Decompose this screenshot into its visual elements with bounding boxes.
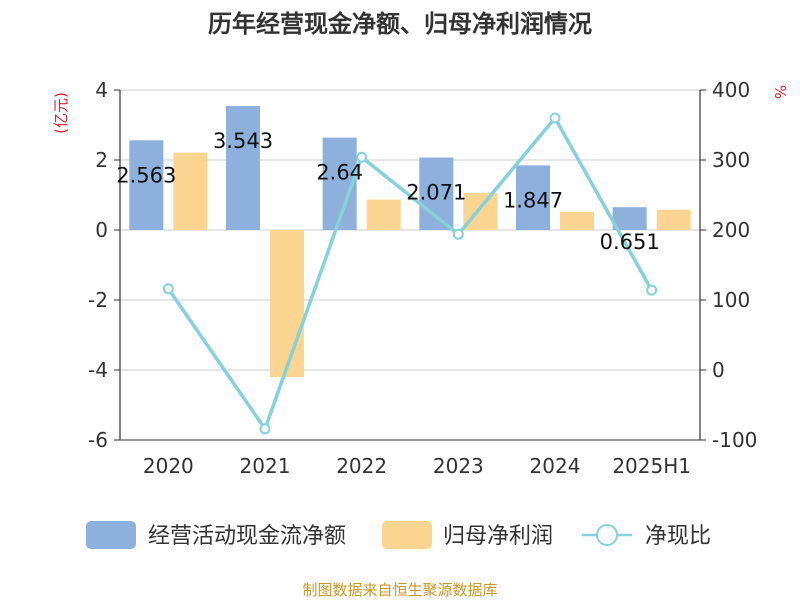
y-right-axis-label: %	[771, 85, 789, 99]
x-tick-label: 2021	[240, 454, 291, 478]
line-point	[549, 112, 561, 124]
chart-title: 历年经营现金净额、归母净利润情况	[208, 10, 592, 38]
legend: 经营活动现金流净额 归母净利润 净现比	[86, 521, 711, 549]
bar	[270, 230, 304, 377]
legend-item: 归母净利润	[382, 521, 553, 549]
x-tick-label: 2024	[530, 454, 581, 478]
x-tick-label: 2022	[336, 454, 387, 478]
y-right-tick-label: 200	[712, 218, 750, 242]
bar	[516, 165, 550, 230]
y-right-tick-label: 0	[712, 358, 725, 382]
data-label: 2.563	[116, 163, 176, 187]
y-left-tick-label: -6	[88, 428, 108, 452]
x-tick-label: 2023	[433, 454, 484, 478]
legend-label: 归母净利润	[443, 524, 553, 549]
y-left-tick-label: 2	[95, 148, 108, 172]
data-label: 1.847	[503, 188, 563, 212]
y-right-tick-label: 300	[712, 148, 750, 172]
y-left-tick-label: -2	[88, 288, 108, 312]
line-point	[356, 151, 368, 163]
legend-label: 经营活动现金流净额	[148, 524, 346, 549]
data-label: 0.651	[600, 230, 660, 254]
y-right-tick-label: 400	[712, 78, 750, 102]
line-series	[162, 112, 658, 435]
legend-label: 净现比	[645, 524, 711, 549]
bar	[560, 211, 594, 230]
y-left-axis-label: (亿元)	[52, 92, 70, 134]
legend-swatch	[86, 521, 136, 549]
legend-swatch	[382, 521, 432, 549]
y-left-tick-label: -4	[88, 358, 108, 382]
line-point	[259, 423, 271, 435]
data-label: 2.64	[316, 161, 363, 185]
bar	[366, 199, 401, 230]
x-tick-label: 2025H1	[612, 454, 691, 478]
source-note: 制图数据来自恒生聚源数据库	[302, 581, 497, 599]
y-left-tick-label: 4	[95, 78, 108, 102]
axes: -6 -4 -2 0 2 4 -100 0 100 200 300 400 2020 2021 2022 20…	[52, 78, 789, 478]
legend-marker	[596, 524, 618, 546]
bar	[656, 209, 691, 230]
line-point	[646, 284, 658, 296]
line-point	[452, 228, 464, 240]
bar	[226, 105, 260, 230]
y-right-tick-label: 100	[712, 288, 750, 312]
bar	[612, 207, 647, 230]
grid-lines	[120, 89, 700, 441]
legend-item: 净现比	[582, 524, 711, 549]
bar	[129, 140, 164, 230]
x-tick-label: 2020	[143, 454, 194, 478]
bar	[173, 152, 208, 230]
line-path	[166, 116, 654, 431]
data-label: 2.071	[406, 181, 466, 205]
data-label: 3.543	[213, 129, 273, 153]
data-labels: 2.563 3.543 2.64 2.071 1.847 0.651	[116, 129, 659, 254]
y-left-tick-label: 0	[95, 218, 108, 242]
legend-item: 经营活动现金流净额	[86, 521, 346, 549]
y-right-tick-label: -100	[712, 428, 757, 452]
line-point	[162, 283, 174, 295]
